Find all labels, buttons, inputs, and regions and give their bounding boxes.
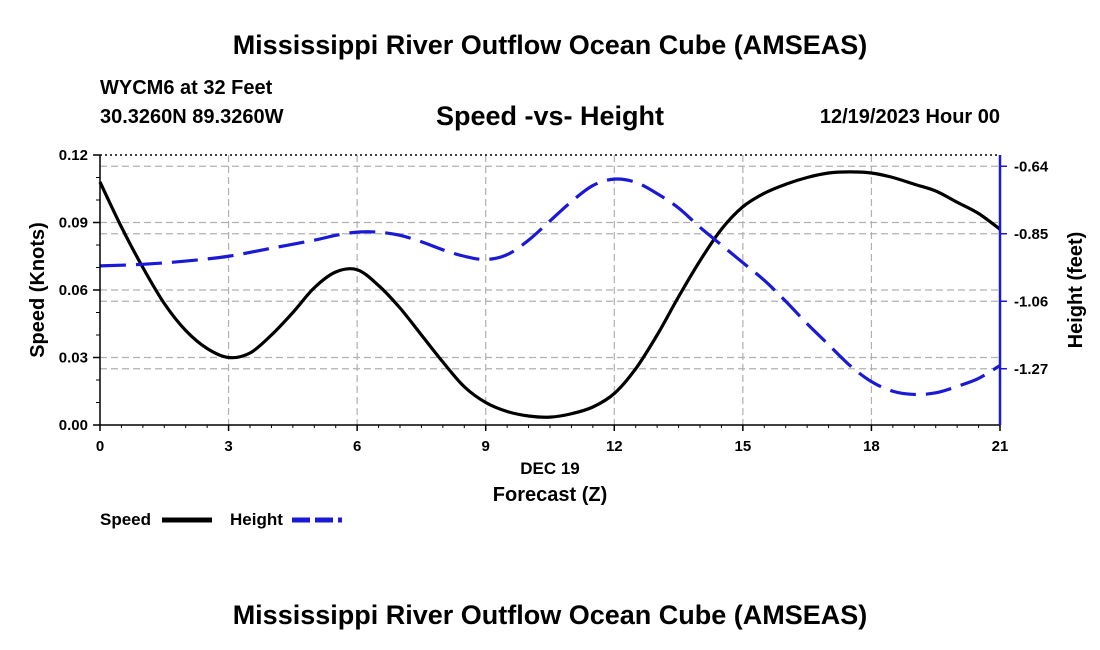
y2-tick-label: -1.06 [1014, 293, 1048, 310]
y2-axis-label: Height (feet) [1065, 232, 1087, 349]
footer-title: Mississippi River Outflow Ocean Cube (AM… [232, 600, 868, 630]
main-title: Mississippi River Outflow Ocean Cube (AM… [232, 30, 868, 60]
series-line-height [99, 177, 1001, 397]
y2-tick-label: -0.85 [1014, 226, 1048, 243]
station-label: WYCM6 at 32 Feet [100, 77, 273, 99]
forecast-datetime: 12/19/2023 Hour 00 [819, 106, 1000, 128]
y-tick-label: 0.06 [59, 282, 88, 299]
y-axis-label: Speed (Knots) [27, 222, 49, 358]
series-line-speed [98, 170, 1001, 419]
x-tick-label: 12 [606, 438, 623, 455]
y-tick-label: 0.00 [59, 417, 88, 434]
legend-label-speed: Speed [100, 510, 151, 529]
legend-label-height: Height [230, 510, 283, 529]
x-tick-label: 9 [482, 438, 490, 455]
y-tick-label: 0.09 [59, 215, 88, 232]
y2-tick-label: -0.64 [1014, 158, 1049, 175]
y2-tick-label: -1.27 [1014, 361, 1048, 378]
chart-subtitle: Speed -vs- Height [435, 101, 665, 131]
x-tick-label: 18 [863, 438, 880, 455]
x-axis-date-label: DEC 19 [520, 459, 580, 478]
coordinates-label: 30.3260N 89.3260W [100, 106, 284, 128]
y-tick-label: 0.12 [59, 147, 88, 164]
x-tick-label: 21 [992, 438, 1009, 455]
x-tick-label: 6 [353, 438, 361, 455]
axes-layer: 0 3 6 9 12 15 18 21 0.00 0.03 0.06 0.09 0.12 -0.64 -0.… [59, 147, 1049, 455]
x-tick-label: 0 [96, 438, 104, 455]
grid-layer [100, 155, 1000, 425]
legend: Speed Height [100, 510, 342, 529]
x-axis-label: Forecast (Z) [493, 484, 607, 506]
x-tick-label: 3 [224, 438, 232, 455]
x-tick-label: 15 [735, 438, 752, 455]
y-tick-label: 0.03 [59, 350, 88, 367]
series-layer [98, 170, 1001, 419]
